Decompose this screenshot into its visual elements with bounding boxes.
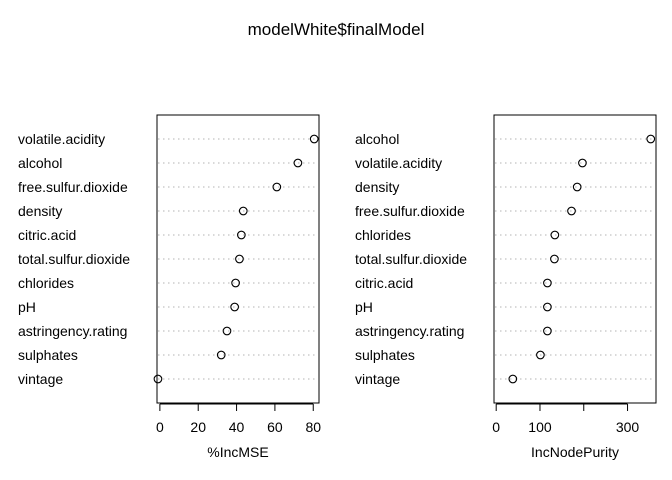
data-point xyxy=(543,326,552,336)
category-label: alcohol xyxy=(355,131,399,147)
x-tick-label: 40 xyxy=(229,419,245,435)
data-point xyxy=(646,134,656,144)
category-label: density xyxy=(355,179,399,195)
category-label: citric.acid xyxy=(355,275,413,291)
panel-1: volatile.acidity alcohol free.sulfur.dioxi… xyxy=(18,114,321,460)
category-label: free.sulfur.dioxide xyxy=(355,203,465,219)
data-point xyxy=(293,158,303,168)
data-point xyxy=(578,158,587,168)
category-label: chlorides xyxy=(355,227,411,243)
data-point xyxy=(222,326,232,336)
x-axis-label: IncNodePurity xyxy=(531,444,619,460)
data-point xyxy=(536,350,545,360)
data-point xyxy=(543,302,552,312)
x-tick-label: 100 xyxy=(528,419,552,435)
x-tick-label: 300 xyxy=(616,419,640,435)
category-label: citric.acid xyxy=(18,227,76,243)
panel-2: alcohol volatile.acidity density free.sulfu… xyxy=(355,114,657,460)
data-point xyxy=(543,278,552,288)
data-point xyxy=(235,254,244,264)
data-point xyxy=(309,134,319,144)
category-label: volatile.acidity xyxy=(355,155,442,171)
data-point xyxy=(567,206,576,216)
x-tick-label: 60 xyxy=(267,419,283,435)
data-point xyxy=(238,206,248,216)
category-label: sulphates xyxy=(355,347,415,363)
data-point xyxy=(550,230,560,240)
category-label: alcohol xyxy=(18,155,62,171)
category-label: astringency.rating xyxy=(18,323,127,339)
data-point xyxy=(231,278,240,288)
data-point xyxy=(272,182,282,192)
data-point xyxy=(237,230,246,240)
category-label: astringency.rating xyxy=(355,323,464,339)
category-label: pH xyxy=(355,299,373,315)
data-point xyxy=(216,350,226,360)
chart-title: modelWhite$finalModel xyxy=(248,20,425,39)
data-point xyxy=(230,302,239,312)
category-label: free.sulfur.dioxide xyxy=(18,179,128,195)
data-point xyxy=(508,374,518,384)
category-label: chlorides xyxy=(18,275,74,291)
x-tick-label: 0 xyxy=(492,419,500,435)
plot-frame xyxy=(493,114,657,404)
x-tick-label: 80 xyxy=(305,419,321,435)
category-label: density xyxy=(18,203,62,219)
category-label: sulphates xyxy=(18,347,78,363)
x-axis-label: %IncMSE xyxy=(207,444,268,460)
category-label: volatile.acidity xyxy=(18,131,105,147)
category-label: vintage xyxy=(18,371,63,387)
data-point xyxy=(572,182,582,192)
data-point xyxy=(550,254,559,264)
category-label: vintage xyxy=(355,371,400,387)
data-point xyxy=(153,374,163,384)
x-tick-label: 20 xyxy=(190,419,206,435)
category-label: total.sulfur.dioxide xyxy=(355,251,467,267)
category-label: total.sulfur.dioxide xyxy=(18,251,130,267)
x-tick-label: 0 xyxy=(156,419,164,435)
category-label: pH xyxy=(18,299,36,315)
plot-frame xyxy=(156,114,320,404)
